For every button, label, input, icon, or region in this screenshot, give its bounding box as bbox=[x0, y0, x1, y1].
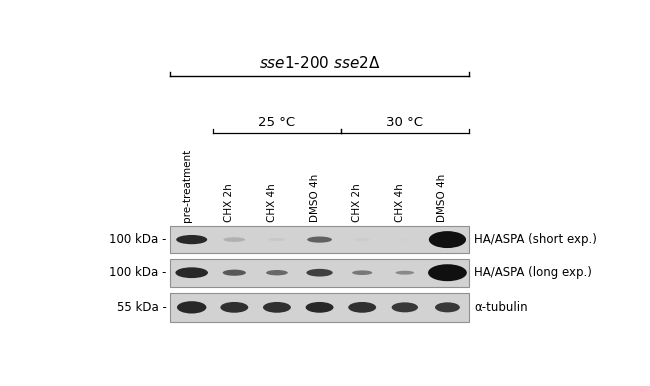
Ellipse shape bbox=[176, 267, 208, 278]
Text: 25 °C: 25 °C bbox=[259, 117, 296, 129]
Ellipse shape bbox=[352, 270, 372, 275]
Ellipse shape bbox=[435, 302, 460, 312]
Text: 100 kDa -: 100 kDa - bbox=[109, 233, 166, 246]
Ellipse shape bbox=[266, 270, 288, 275]
Text: CHX 2h: CHX 2h bbox=[352, 183, 362, 222]
Ellipse shape bbox=[354, 238, 370, 241]
Text: 100 kDa -: 100 kDa - bbox=[109, 266, 166, 279]
Ellipse shape bbox=[177, 301, 207, 313]
Ellipse shape bbox=[429, 231, 466, 248]
Ellipse shape bbox=[306, 302, 333, 313]
Ellipse shape bbox=[224, 237, 245, 242]
Text: α-tubulin: α-tubulin bbox=[474, 301, 528, 314]
Text: DMSO 4h: DMSO 4h bbox=[437, 174, 447, 222]
Ellipse shape bbox=[223, 269, 246, 276]
Ellipse shape bbox=[220, 302, 248, 313]
Ellipse shape bbox=[392, 302, 418, 312]
Text: pre-treatment: pre-treatment bbox=[182, 149, 192, 222]
Ellipse shape bbox=[428, 264, 467, 281]
Ellipse shape bbox=[307, 237, 332, 243]
Text: CHX 2h: CHX 2h bbox=[224, 183, 234, 222]
Ellipse shape bbox=[398, 239, 412, 241]
Bar bbox=[170, 293, 469, 322]
Ellipse shape bbox=[176, 235, 207, 244]
Text: 55 kDa -: 55 kDa - bbox=[116, 301, 166, 314]
Ellipse shape bbox=[395, 271, 414, 274]
Text: 30 °C: 30 °C bbox=[386, 117, 423, 129]
Ellipse shape bbox=[263, 302, 291, 313]
Ellipse shape bbox=[268, 238, 285, 241]
Text: CHX 4h: CHX 4h bbox=[267, 183, 277, 222]
Bar bbox=[170, 226, 469, 254]
Text: CHX 4h: CHX 4h bbox=[395, 183, 405, 222]
Text: DMSO 4h: DMSO 4h bbox=[309, 174, 320, 222]
Ellipse shape bbox=[306, 269, 333, 276]
Ellipse shape bbox=[348, 302, 376, 313]
Text: HA/ASPA (long exp.): HA/ASPA (long exp.) bbox=[474, 266, 592, 279]
Text: HA/ASPA (short exp.): HA/ASPA (short exp.) bbox=[474, 233, 597, 246]
Bar bbox=[170, 259, 469, 286]
Text: $\it{sse1}$$\mathit{\text{-}}$$\it{200}$ $\it{sse2}$$\mathit{\Delta}$: $\it{sse1}$$\mathit{\text{-}}$$\it{200}$… bbox=[259, 55, 380, 71]
